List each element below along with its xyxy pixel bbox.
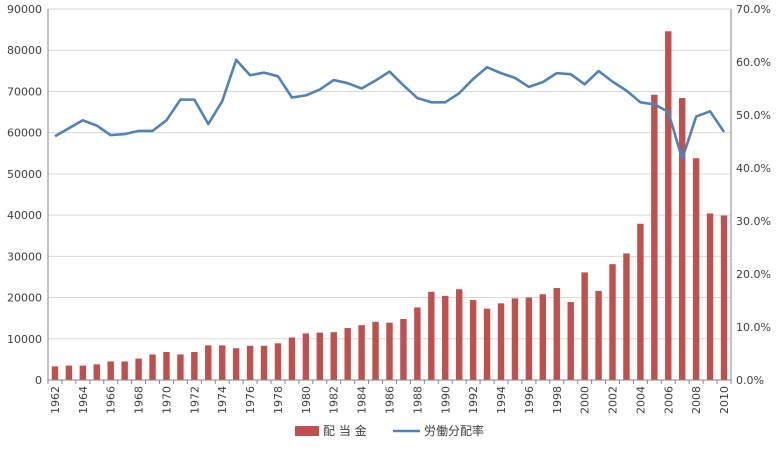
y-left-tick-label: 40000 — [7, 209, 42, 222]
x-tick-label: 1996 — [523, 386, 536, 414]
bar — [302, 333, 310, 380]
x-tick-label: 1980 — [300, 386, 313, 414]
x-tick-label: 1978 — [272, 386, 285, 414]
y-left-tick-label: 20000 — [7, 292, 42, 305]
y-left-tick-label: 80000 — [7, 44, 42, 57]
bar — [274, 343, 282, 380]
bar — [455, 289, 463, 380]
bar — [51, 366, 59, 380]
bar — [260, 345, 268, 380]
y-left-tick-label: 70000 — [7, 85, 42, 98]
x-tick-label: 1974 — [216, 386, 229, 414]
bar — [288, 337, 296, 380]
y-right-tick-label: 70.0% — [736, 3, 771, 16]
bar — [692, 158, 700, 380]
x-tick-label: 2008 — [690, 386, 703, 414]
bar — [107, 361, 114, 380]
bar — [246, 345, 254, 380]
bar — [511, 298, 519, 380]
y-right-tick-label: 60.0% — [736, 56, 771, 69]
bar — [720, 215, 728, 380]
x-tick-label: 1992 — [467, 386, 480, 414]
y-right-tick-label: 30.0% — [736, 215, 771, 228]
y-left-tick-label: 50000 — [7, 168, 42, 181]
y-right-tick-label: 40.0% — [736, 162, 771, 175]
bar — [191, 351, 198, 380]
bar — [330, 332, 337, 380]
bar — [344, 328, 351, 380]
bar — [623, 253, 630, 380]
x-tick-label: 1986 — [384, 386, 397, 414]
y-right-tick-label: 50.0% — [736, 109, 771, 122]
bar — [442, 295, 449, 380]
bar — [400, 318, 407, 380]
y-left-tick-label: 60000 — [7, 127, 42, 140]
bar — [358, 325, 365, 380]
line-series — [54, 58, 726, 161]
bar — [414, 307, 421, 380]
bar — [205, 345, 212, 380]
bar — [637, 223, 644, 380]
y-left-tick-label: 30000 — [7, 250, 42, 263]
x-tick-label: 1984 — [356, 386, 369, 414]
bar — [219, 345, 226, 380]
bar — [706, 213, 714, 380]
bar — [609, 264, 616, 380]
bar — [525, 297, 533, 380]
bar — [581, 272, 588, 380]
bar — [497, 303, 505, 380]
y-right-tick-label: 0.0% — [736, 374, 764, 387]
bar — [567, 302, 574, 380]
x-tick-label: 1972 — [188, 386, 201, 414]
x-tick-label: 1976 — [244, 386, 257, 414]
bar — [428, 291, 435, 380]
x-tick-label: 1964 — [77, 386, 90, 414]
bar — [553, 288, 560, 380]
x-tick-label: 2000 — [579, 386, 592, 414]
x-tick-label: 1988 — [411, 386, 424, 414]
bar — [316, 332, 324, 380]
y-left-tick-label: 0 — [35, 374, 42, 387]
x-tick-label: 1966 — [105, 386, 118, 414]
bar — [372, 321, 379, 380]
x-tick-label: 1970 — [160, 386, 173, 414]
bar — [177, 354, 184, 380]
bar — [595, 290, 602, 380]
x-tick-label: 2006 — [662, 386, 675, 414]
bar — [651, 94, 658, 381]
x-tick-label: 2002 — [607, 386, 620, 414]
bar — [135, 358, 142, 380]
bar — [65, 365, 73, 380]
y-left-tick-label: 90000 — [7, 3, 42, 16]
bar — [679, 98, 686, 380]
y-left-tick-label: 10000 — [7, 333, 42, 346]
legend-label: 配 当 金 — [323, 423, 367, 438]
bar — [93, 364, 100, 380]
x-tick-label: 1994 — [495, 386, 508, 414]
x-tick-label: 1982 — [328, 386, 341, 414]
x-tick-label: 1968 — [133, 386, 146, 414]
bar — [469, 300, 477, 380]
x-tick-label: 2004 — [634, 386, 647, 414]
bar — [539, 294, 547, 380]
bar — [121, 361, 128, 380]
x-tick-label: 1962 — [49, 386, 62, 414]
x-tick-label: 1998 — [551, 386, 564, 414]
x-tick-label: 2010 — [718, 386, 731, 414]
bar — [79, 365, 87, 380]
bar — [665, 31, 672, 380]
bar — [232, 348, 240, 380]
x-tick-label: 1990 — [439, 386, 452, 414]
y-right-tick-label: 10.0% — [736, 321, 771, 334]
bar — [386, 322, 393, 380]
bar — [163, 351, 170, 380]
bar — [483, 308, 491, 380]
legend-swatch-bar — [295, 426, 319, 436]
y-right-tick-label: 20.0% — [736, 268, 771, 281]
legend-label: 労働分配率 — [424, 423, 484, 438]
bar — [149, 354, 156, 380]
